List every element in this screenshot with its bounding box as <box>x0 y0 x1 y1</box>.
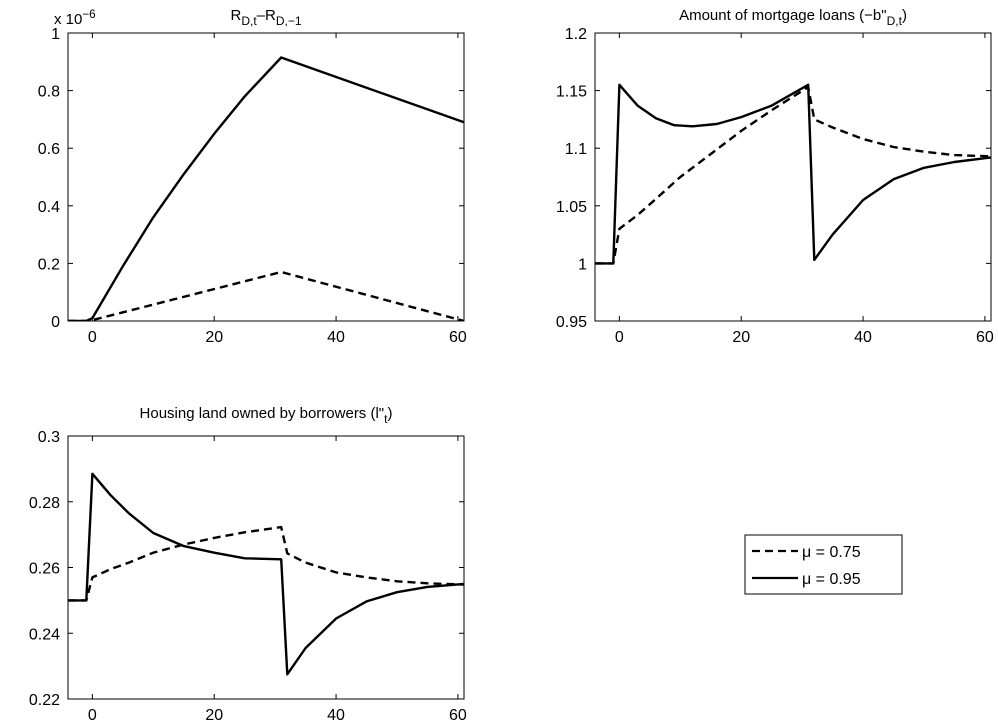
chart-title: RD,t–RD,−1 <box>230 7 301 28</box>
chart-title: Housing land owned by borrowers (l"t) <box>140 405 393 426</box>
y-tick-label: 1 <box>578 256 587 273</box>
series-line-solid <box>595 83 991 265</box>
x-tick-label: 60 <box>449 707 467 724</box>
y-tick-label: 0.4 <box>38 199 60 216</box>
x-tick-label: 0 <box>88 707 97 724</box>
x-tick-label: 60 <box>976 329 994 346</box>
x-tick-label: 0 <box>615 329 624 346</box>
x-tick-label: 20 <box>205 329 223 346</box>
series-line-dashed <box>68 270 464 321</box>
y-tick-label: 0.6 <box>38 141 60 158</box>
y-multiplier: x 10−6 <box>54 8 96 28</box>
y-tick-label: 1.15 <box>556 84 587 101</box>
x-tick-label: 40 <box>854 329 872 346</box>
y-tick-label: 0.95 <box>556 314 587 331</box>
series-line-solid <box>68 472 464 676</box>
series-line-solid <box>68 56 464 321</box>
y-tick-label: 0 <box>51 314 60 331</box>
y-tick-label: 0.2 <box>38 256 60 273</box>
axes-frame <box>67 435 465 700</box>
x-tick-label: 40 <box>327 329 345 346</box>
legend-label-0: μ = 0.75 <box>802 544 861 561</box>
panel-housing-land: 0 20 40 60 0.22 0.24 0.26 0.28 0.3 Housing land o… <box>29 405 467 724</box>
x-tick-label: 40 <box>327 707 345 724</box>
y-tick-label: 1.05 <box>556 199 587 216</box>
y-tick-label: 0.26 <box>29 561 60 578</box>
y-tick-label: 1.1 <box>565 141 587 158</box>
panel-mortgage-loans: 0 20 40 60 0.95 1 1.05 1.1 1.15 1.2 Amount of mort… <box>556 7 994 346</box>
chart-title: Amount of mortgage loans (−b"D,t) <box>679 7 907 28</box>
y-tick-label: 1 <box>51 26 60 43</box>
x-tick-label: 20 <box>732 329 750 346</box>
y-tick-label: 0.28 <box>29 495 60 512</box>
legend-box <box>744 534 903 595</box>
x-tick-label: 0 <box>88 329 97 346</box>
axes-frame <box>67 32 465 322</box>
y-tick-label: 0.22 <box>29 692 60 709</box>
series-line-dashed <box>68 525 464 602</box>
legend-label-1: μ = 0.95 <box>802 571 861 588</box>
x-tick-label: 20 <box>205 707 223 724</box>
legend: μ = 0.75 μ = 0.95 <box>744 534 903 595</box>
axes-frame <box>594 32 992 322</box>
y-tick-label: 0.3 <box>38 429 60 446</box>
y-tick-label: 0.24 <box>29 626 60 643</box>
series-line-dashed <box>595 85 991 265</box>
y-tick-label: 0.8 <box>38 84 60 101</box>
panel-deposit-rate-change: 0 20 40 60 0 0.2 0.4 0.6 0.8 1 RD,t–RD,−1 x 10−6 <box>38 7 467 346</box>
x-tick-label: 60 <box>449 329 467 346</box>
y-tick-label: 1.2 <box>565 26 587 43</box>
